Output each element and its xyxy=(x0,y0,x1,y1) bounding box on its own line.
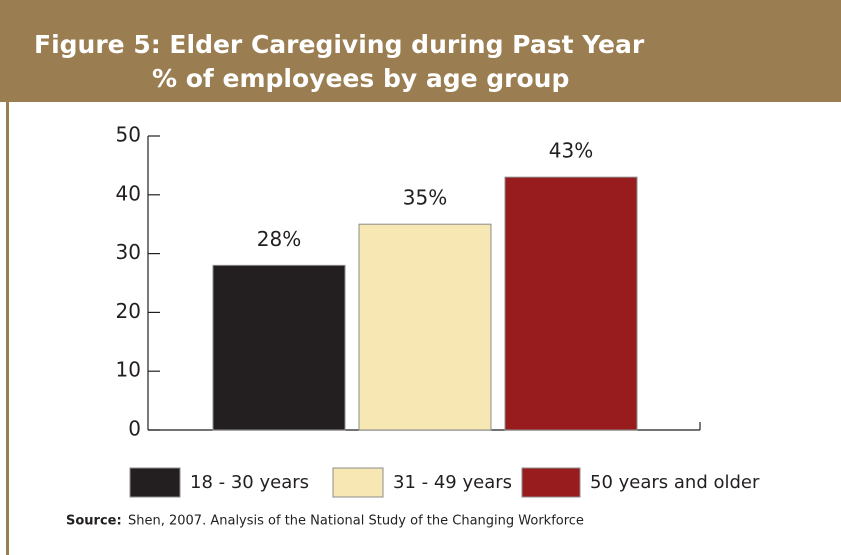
y-tick-label: 30 xyxy=(116,240,141,264)
y-tick-label: 40 xyxy=(116,181,141,205)
header-band xyxy=(0,0,841,102)
y-tick-label: 10 xyxy=(116,358,141,382)
y-tick-label: 0 xyxy=(128,417,141,441)
chart-subtitle: % of employees by age group xyxy=(152,64,569,93)
value-label: 35% xyxy=(403,186,447,210)
bar xyxy=(358,223,492,431)
bar xyxy=(504,176,638,431)
source-text: Shen, 2007. Analysis of the National Stu… xyxy=(128,514,584,529)
left-border xyxy=(6,102,9,555)
chart-title: Figure 5: Elder Caregiving during Past Y… xyxy=(34,30,645,59)
legend-swatch xyxy=(332,467,384,498)
legend-swatch xyxy=(521,467,581,498)
y-tick-label: 50 xyxy=(116,123,141,147)
value-label: 43% xyxy=(549,139,593,163)
source-label: Source: xyxy=(66,514,122,529)
bar xyxy=(212,264,346,431)
legend-label: 18 - 30 years xyxy=(190,472,309,493)
y-tick-label: 20 xyxy=(116,299,141,323)
legend-label: 31 - 49 years xyxy=(393,472,512,493)
value-label: 28% xyxy=(257,227,301,251)
legend-swatch xyxy=(129,467,181,498)
legend-label: 50 years and older xyxy=(590,472,760,493)
